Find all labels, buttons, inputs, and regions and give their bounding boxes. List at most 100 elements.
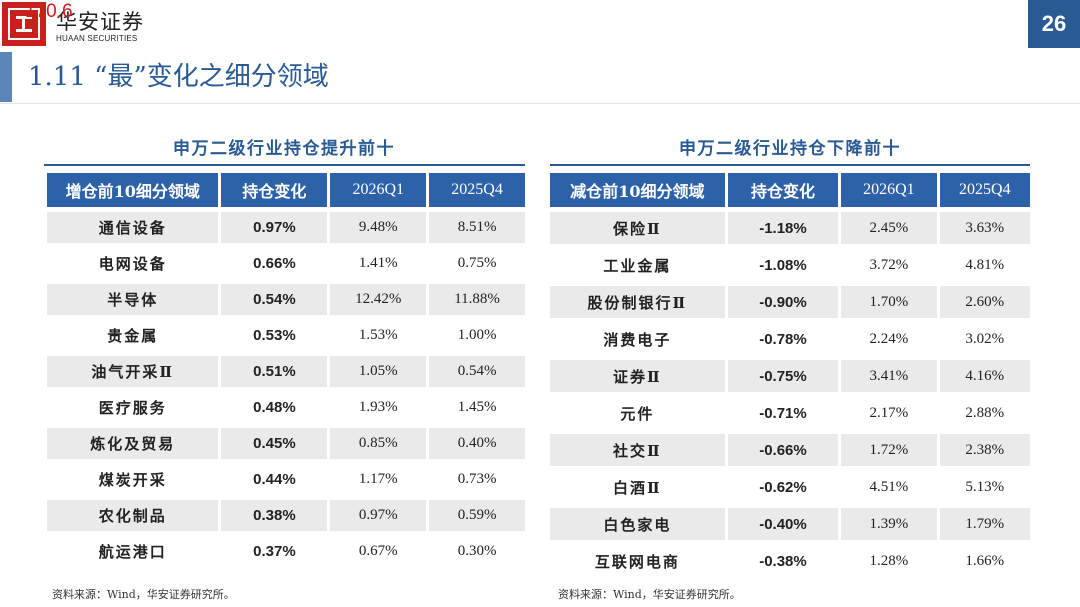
page-number: 26 [1028,0,1080,48]
q4-cell: 3.63% [939,212,1030,244]
q4-cell: 5.13% [939,471,1030,503]
industry-name-cell: 工业金属 [550,249,725,281]
q1-cell: 4.51% [841,471,937,503]
q4-cell: 1.00% [429,320,525,351]
page-title: 1.11 “最”变化之细分领域 [28,62,329,92]
q4-cell: 1.45% [429,392,525,423]
holding-change-cell: 0.37% [221,536,328,567]
q1-cell: 1.28% [841,545,937,577]
holding-change-cell: 0.51% [221,356,328,387]
left-table: 增仓前10细分领域 持仓变化 2026Q1 2025Q4 通信设备 0.97% 9.48%… [44,168,528,572]
q1-cell: 1.05% [330,356,427,387]
left-table-rule [44,164,525,166]
q4-cell: 0.75% [429,248,525,279]
q4-cell: 0.40% [429,428,525,459]
holding-change-cell: 0.53% [221,320,328,351]
industry-name-cell: 元件 [550,397,725,429]
left-table-title: 申万二级行业持仓提升前十 [173,139,395,159]
q1-cell: 1.93% [330,392,427,423]
q4-cell: 3.02% [939,323,1030,355]
industry-name-cell: 互联网电商 [550,545,725,577]
q4-cell: 1.79% [939,508,1030,540]
title-divider [0,103,1080,104]
industry-name-cell: 电网设备 [47,248,219,279]
industry-name-cell: 半导体 [47,284,219,315]
holding-change-cell: -0.71% [727,397,839,429]
q1-cell: 0.67% [330,536,427,567]
q1-cell: 3.72% [841,249,937,281]
column-header: 持仓变化 [727,173,839,207]
q1-cell: 1.41% [330,248,427,279]
industry-name-cell: 保险Ⅱ [550,212,725,244]
holding-change-cell: -0.75% [727,360,839,392]
industry-name-cell: 股份制银行Ⅱ [550,286,725,318]
industry-name-cell: 证券Ⅱ [550,360,725,392]
table-row: 元件 -0.71% 2.17% 2.88% [550,397,1030,429]
right-table-rule [550,164,1030,166]
q1-cell: 12.42% [330,284,427,315]
holding-change-cell: -0.90% [727,286,839,318]
q4-cell: 2.88% [939,397,1030,429]
holding-change-cell: 0.97% [221,212,328,243]
table-row: 医疗服务 0.48% 1.93% 1.45% [47,392,525,423]
industry-name-cell: 航运港口 [47,536,219,567]
holding-change-cell: 0.38% [221,500,328,531]
holding-change-cell: -0.38% [727,545,839,577]
q4-cell: 4.81% [939,249,1030,281]
q1-cell: 2.45% [841,212,937,244]
holding-change-cell: 0.45% [221,428,328,459]
title-accent-bar [0,52,12,102]
table-row: 证券Ⅱ -0.75% 3.41% 4.16% [550,360,1030,392]
industry-name-cell: 油气开采Ⅱ [47,356,219,387]
q4-cell: 2.60% [939,286,1030,318]
q1-cell: 9.48% [330,212,427,243]
table-row: 农化制品 0.38% 0.97% 0.59% [47,500,525,531]
q1-cell: 1.72% [841,434,937,466]
holding-change-cell: 0.48% [221,392,328,423]
table-row: 股份制银行Ⅱ -0.90% 1.70% 2.60% [550,286,1030,318]
holding-change-cell: 0.44% [221,464,328,495]
holding-change-cell: 0.66% [221,248,328,279]
table-row: 社交Ⅱ -0.66% 1.72% 2.38% [550,434,1030,466]
q4-cell: 8.51% [429,212,525,243]
column-header: 增仓前10细分领域 [47,173,219,207]
table-row: 炼化及贸易 0.45% 0.85% 0.40% [47,428,525,459]
holding-change-cell: -1.08% [727,249,839,281]
right-source-note: 资料来源：Wind，华安证券研究所。 [558,588,741,601]
column-header: 2025Q4 [429,173,525,207]
industry-name-cell: 消费电子 [550,323,725,355]
q1-cell: 1.53% [330,320,427,351]
q4-cell: 0.59% [429,500,525,531]
left-source-note: 资料来源：Wind，华安证券研究所。 [52,588,235,601]
table-row: 白酒Ⅱ -0.62% 4.51% 5.13% [550,471,1030,503]
q1-cell: 1.17% [330,464,427,495]
logo-text: 华安证券 [56,10,144,34]
q4-cell: 1.66% [939,545,1030,577]
logo-english: HUAAN SECURITIES [56,34,138,43]
column-header: 持仓变化 [221,173,328,207]
table-row: 半导体 0.54% 12.42% 11.88% [47,284,525,315]
table-row: 保险Ⅱ -1.18% 2.45% 3.63% [550,212,1030,244]
industry-name-cell: 农化制品 [47,500,219,531]
holding-change-cell: -0.66% [727,434,839,466]
right-table: 减仓前10细分领域 持仓变化 2026Q1 2025Q4 保险Ⅱ -1.18% 2.45%… [547,168,1033,582]
column-header: 2026Q1 [330,173,427,207]
industry-name-cell: 医疗服务 [47,392,219,423]
q1-cell: 1.70% [841,286,937,318]
table-row: 贵金属 0.53% 1.53% 1.00% [47,320,525,351]
table-row: 工业金属 -1.08% 3.72% 4.81% [550,249,1030,281]
column-header: 2025Q4 [939,173,1030,207]
table-row: 消费电子 -0.78% 2.24% 3.02% [550,323,1030,355]
table-row: 通信设备 0.97% 9.48% 8.51% [47,212,525,243]
industry-name-cell: 白酒Ⅱ [550,471,725,503]
holding-change-cell: -0.62% [727,471,839,503]
holding-change-cell: -1.18% [727,212,839,244]
table-row: 煤炭开采 0.44% 1.17% 0.73% [47,464,525,495]
q1-cell: 3.41% [841,360,937,392]
table-row: 航运港口 0.37% 0.67% 0.30% [47,536,525,567]
table-row: 油气开采Ⅱ 0.51% 1.05% 0.54% [47,356,525,387]
table-row: 互联网电商 -0.38% 1.28% 1.66% [550,545,1030,577]
table-header-row: 减仓前10细分领域 持仓变化 2026Q1 2025Q4 [550,173,1030,207]
column-header: 减仓前10细分领域 [550,173,725,207]
industry-name-cell: 炼化及贸易 [47,428,219,459]
